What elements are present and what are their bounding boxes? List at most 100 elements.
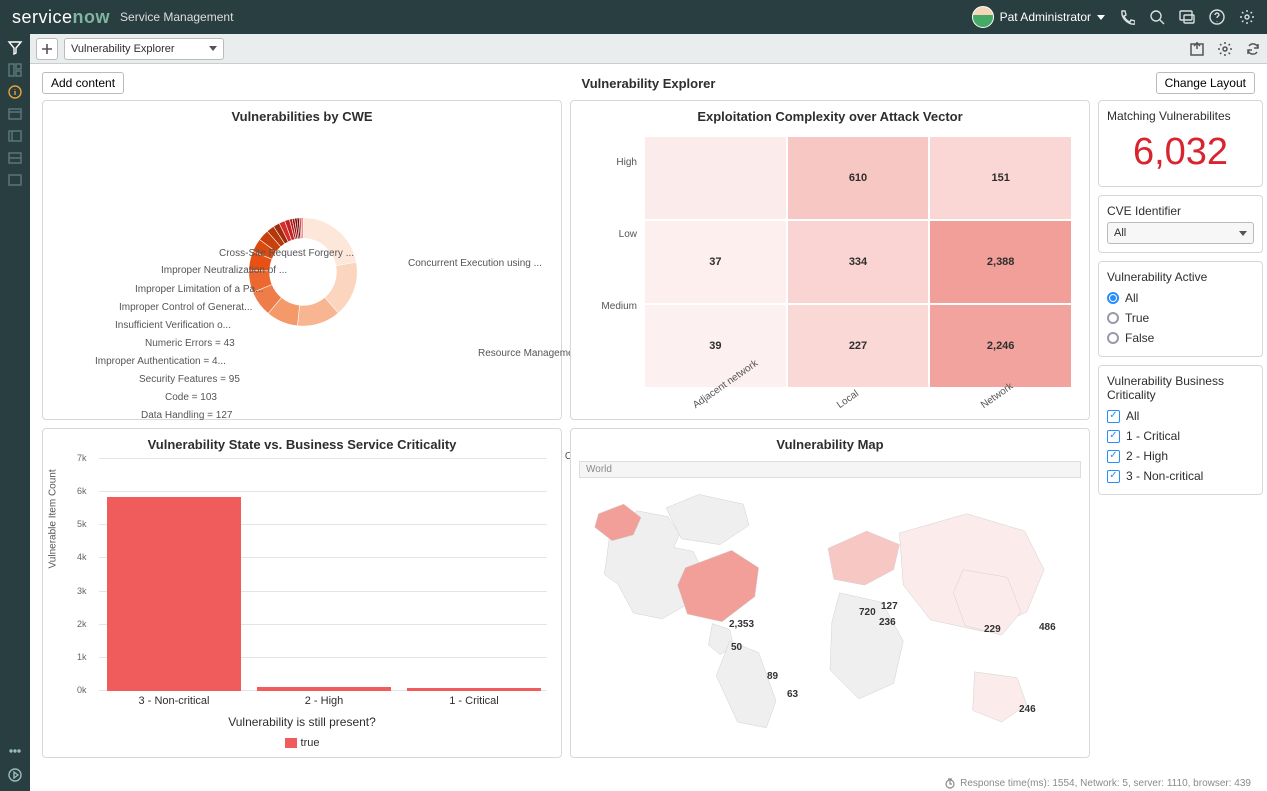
radio-option[interactable]: True: [1107, 308, 1254, 328]
bar[interactable]: [257, 687, 391, 691]
user-menu[interactable]: Pat Administrator: [972, 6, 1105, 28]
radio-option[interactable]: False: [1107, 328, 1254, 348]
main-area: Add content Vulnerability Explorer Chang…: [30, 64, 1267, 791]
dashboard-picker-label: Vulnerability Explorer: [71, 43, 175, 55]
card-title: Vulnerability State vs. Business Service…: [43, 429, 561, 456]
heat-cell[interactable]: 2,388: [929, 220, 1072, 304]
chevron-down-icon: [1097, 15, 1105, 20]
avatar: [972, 6, 994, 28]
card-title: Vulnerability Active: [1107, 270, 1254, 284]
checkbox-option[interactable]: ✓All: [1107, 406, 1254, 426]
map-value-label: 229: [984, 624, 1001, 635]
heat-cell[interactable]: 227: [787, 304, 930, 388]
phone-icon[interactable]: [1119, 9, 1135, 25]
bar-category-label: 3 - Non-critical: [139, 695, 210, 707]
bar[interactable]: [407, 688, 541, 691]
more-icon[interactable]: [7, 743, 23, 759]
cve-filter-card: CVE Identifier All: [1098, 195, 1263, 253]
heat-cell[interactable]: 334: [787, 220, 930, 304]
checkbox-option[interactable]: ✓3 - Non-critical: [1107, 466, 1254, 486]
rail-item6-icon[interactable]: [7, 172, 23, 188]
cwe-donut-chart[interactable]: [43, 119, 563, 419]
bar-category-label: 2 - High: [305, 695, 344, 707]
refresh-icon[interactable]: [1245, 41, 1261, 57]
card-bar-chart: Vulnerability State vs. Business Service…: [42, 428, 562, 758]
rail-info-icon[interactable]: [7, 84, 23, 100]
cwe-slice-label: Improper Authentication = 4...: [95, 356, 226, 367]
filter-icon[interactable]: [7, 40, 23, 56]
checkbox-option[interactable]: ✓1 - Critical: [1107, 426, 1254, 446]
map-value-label: 127: [881, 601, 898, 612]
matching-count: 6,032: [1107, 127, 1254, 178]
rail-item5-icon[interactable]: [7, 150, 23, 166]
map-value-label: 246: [1019, 704, 1036, 715]
bar-chart[interactable]: 0k1k2k3k4k5k6k7k: [99, 461, 547, 691]
radio-option[interactable]: All: [1107, 288, 1254, 308]
heat-cell[interactable]: [644, 136, 787, 220]
radio-icon: [1107, 332, 1119, 344]
help-icon[interactable]: [1209, 9, 1225, 25]
top-banner: servicenow Service Management Pat Admini…: [0, 0, 1267, 34]
bar-y-label: Vulnerable Item Count: [48, 469, 59, 568]
map-value-label: 50: [731, 642, 742, 653]
vuln-crit-card: Vulnerability Business Criticality ✓All✓…: [1098, 365, 1263, 495]
map-value-label: 236: [879, 617, 896, 628]
heat-cell[interactable]: 151: [929, 136, 1072, 220]
cwe-slice-label: Cross-Site Request Forgery ...: [219, 248, 354, 259]
rail-dashboard-icon[interactable]: [7, 62, 23, 78]
bar[interactable]: [107, 497, 241, 691]
matching-vuln-card: Matching Vulnerabilites 6,032: [1098, 100, 1263, 187]
world-map[interactable]: [579, 479, 1081, 749]
heat-cell[interactable]: 37: [644, 220, 787, 304]
export-icon[interactable]: [1189, 41, 1205, 57]
map-value-label: 486: [1039, 622, 1056, 633]
dashboard-picker[interactable]: Vulnerability Explorer: [64, 38, 224, 60]
card-title: Vulnerability Map: [571, 429, 1089, 456]
cwe-slice-label: Improper Neutralization of ...: [161, 265, 287, 276]
cwe-slice-label: Data Handling = 127: [141, 410, 232, 421]
heat-cell[interactable]: 39: [644, 304, 787, 388]
heat-cell[interactable]: 2,246: [929, 304, 1072, 388]
checkbox-icon: ✓: [1107, 470, 1120, 483]
cve-select[interactable]: All: [1107, 222, 1254, 244]
bar-x-label: Vulnerability is still present?: [43, 715, 561, 729]
gear-icon[interactable]: [1239, 9, 1255, 25]
chat-icon[interactable]: [1179, 9, 1195, 25]
chevron-down-icon: [209, 46, 217, 51]
map-breadcrumb[interactable]: World: [579, 461, 1081, 478]
checkbox-option[interactable]: ✓2 - High: [1107, 446, 1254, 466]
cwe-slice-label: Numeric Errors = 43: [145, 338, 235, 349]
side-panel: Matching Vulnerabilites 6,032 CVE Identi…: [1098, 100, 1263, 758]
heat-row-label: Medium: [597, 301, 637, 312]
add-tab-button[interactable]: [36, 38, 58, 60]
card-title: CVE Identifier: [1107, 204, 1254, 218]
bar-legend: true: [43, 737, 561, 749]
rail-item3-icon[interactable]: [7, 106, 23, 122]
checkbox-icon: ✓: [1107, 450, 1120, 463]
cwe-slice-label: Code = 103: [165, 392, 217, 403]
cwe-slice-label: Improper Control of Generat...: [119, 302, 252, 313]
rail-item4-icon[interactable]: [7, 128, 23, 144]
search-icon[interactable]: [1149, 9, 1165, 25]
user-name: Pat Administrator: [1000, 10, 1091, 24]
cwe-slice-label: Insufficient Verification o...: [115, 320, 231, 331]
heat-cell[interactable]: 610: [787, 136, 930, 220]
heat-row-label: High: [597, 157, 637, 168]
checkbox-icon: ✓: [1107, 410, 1120, 423]
dashboard-toolbar: Vulnerability Explorer: [30, 34, 1267, 64]
heatmap-grid[interactable]: 610151 373342,388 392272,246: [643, 135, 1073, 389]
bar-category-label: 1 - Critical: [449, 695, 499, 707]
settings-icon[interactable]: [1217, 41, 1233, 57]
checkbox-icon: ✓: [1107, 430, 1120, 443]
card-heatmap: Exploitation Complexity over Attack Vect…: [570, 100, 1090, 420]
radio-icon: [1107, 312, 1119, 324]
map-value-label: 720: [859, 607, 876, 618]
card-vuln-map: Vulnerability Map World 2,35350720127236…: [570, 428, 1090, 758]
map-value-label: 63: [787, 689, 798, 700]
cwe-slice-label: Security Features = 95: [139, 374, 240, 385]
card-title: Exploitation Complexity over Attack Vect…: [571, 101, 1089, 128]
left-rail: [0, 34, 30, 791]
card-cwe-donut: Vulnerabilities by CWE Concurrent Execut…: [42, 100, 562, 420]
vuln-active-card: Vulnerability Active AllTrueFalse: [1098, 261, 1263, 357]
play-icon[interactable]: [7, 767, 23, 783]
